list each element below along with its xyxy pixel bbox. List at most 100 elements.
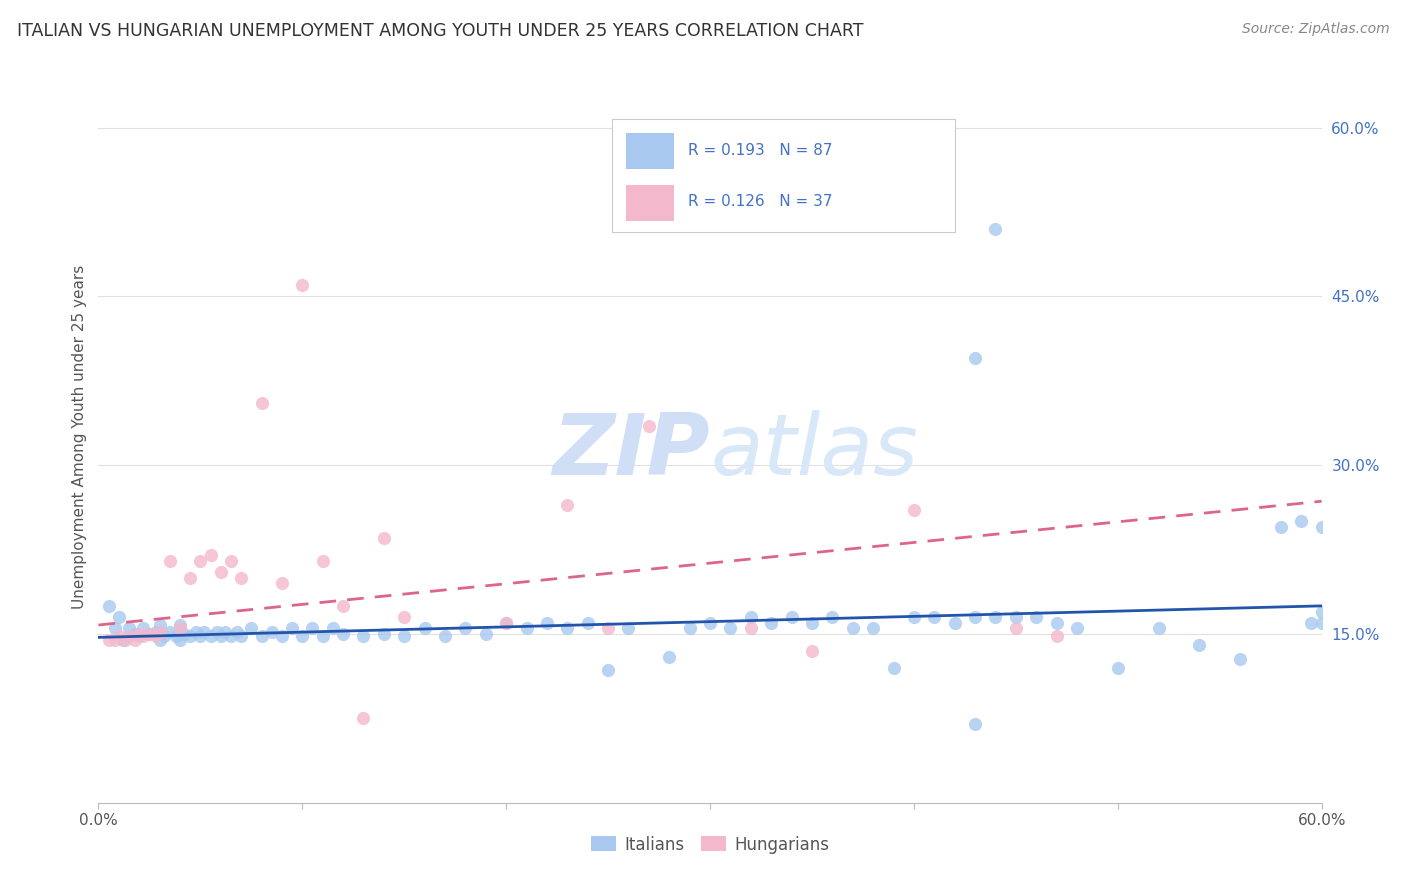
Point bbox=[780, 610, 803, 624]
Point bbox=[454, 621, 477, 635]
Point bbox=[260, 624, 283, 639]
Point bbox=[169, 618, 191, 632]
Point bbox=[801, 644, 824, 658]
Point bbox=[637, 418, 661, 433]
Point bbox=[1004, 610, 1026, 624]
Point bbox=[118, 621, 141, 635]
Point bbox=[169, 621, 191, 635]
Point bbox=[138, 627, 160, 641]
Point bbox=[312, 554, 335, 568]
Point bbox=[149, 624, 172, 639]
Point bbox=[1066, 621, 1088, 635]
Point bbox=[392, 629, 416, 643]
Point bbox=[209, 565, 232, 579]
Point bbox=[231, 571, 253, 585]
Point bbox=[149, 632, 172, 647]
Point bbox=[617, 621, 640, 635]
Point bbox=[536, 615, 558, 630]
Point bbox=[984, 222, 1007, 236]
Point bbox=[219, 629, 242, 643]
Point bbox=[965, 717, 987, 731]
Point bbox=[124, 632, 146, 647]
Point bbox=[555, 621, 579, 635]
Point bbox=[169, 632, 191, 647]
Point bbox=[179, 629, 201, 643]
Point bbox=[149, 618, 172, 632]
Point bbox=[114, 632, 136, 647]
Point bbox=[373, 532, 395, 546]
Point bbox=[1310, 605, 1333, 619]
Point bbox=[373, 627, 395, 641]
Point bbox=[179, 571, 201, 585]
Point bbox=[104, 632, 127, 647]
Point bbox=[124, 627, 146, 641]
Point bbox=[1025, 610, 1047, 624]
Point bbox=[205, 624, 228, 639]
Point bbox=[291, 278, 314, 293]
Point bbox=[231, 629, 253, 643]
Point bbox=[108, 629, 131, 643]
Point bbox=[138, 627, 160, 641]
Point bbox=[718, 621, 742, 635]
Point bbox=[903, 503, 925, 517]
Point bbox=[883, 661, 905, 675]
Point bbox=[1301, 615, 1323, 630]
Point bbox=[984, 610, 1007, 624]
Point bbox=[108, 610, 131, 624]
Point bbox=[1310, 520, 1333, 534]
Point bbox=[128, 629, 150, 643]
Y-axis label: Unemployment Among Youth under 25 years: Unemployment Among Youth under 25 years bbox=[72, 265, 87, 609]
Point bbox=[270, 629, 294, 643]
Point bbox=[200, 629, 222, 643]
Point bbox=[862, 621, 884, 635]
Point bbox=[1004, 621, 1026, 635]
Point bbox=[740, 621, 762, 635]
Point bbox=[495, 615, 517, 630]
Point bbox=[219, 554, 242, 568]
Point bbox=[434, 629, 457, 643]
Point bbox=[159, 624, 181, 639]
Point bbox=[104, 621, 127, 635]
Point bbox=[598, 663, 620, 677]
Point bbox=[598, 621, 620, 635]
Point bbox=[658, 649, 681, 664]
Text: ZIP: ZIP bbox=[553, 410, 710, 493]
Point bbox=[1229, 652, 1251, 666]
Legend: Italians, Hungarians: Italians, Hungarians bbox=[583, 829, 837, 860]
Point bbox=[132, 629, 155, 643]
Point bbox=[1188, 638, 1211, 652]
Point bbox=[193, 624, 215, 639]
Text: atlas: atlas bbox=[710, 410, 918, 493]
Point bbox=[1045, 629, 1069, 643]
Text: Source: ZipAtlas.com: Source: ZipAtlas.com bbox=[1241, 22, 1389, 37]
Point bbox=[97, 599, 120, 613]
Point bbox=[922, 610, 945, 624]
Point bbox=[903, 610, 925, 624]
Point bbox=[821, 610, 844, 624]
Point bbox=[474, 627, 498, 641]
Point bbox=[392, 610, 416, 624]
Point bbox=[301, 621, 323, 635]
Point bbox=[699, 615, 721, 630]
Point bbox=[965, 351, 987, 366]
Point bbox=[679, 621, 702, 635]
Point bbox=[352, 629, 374, 643]
Point bbox=[188, 554, 212, 568]
Point bbox=[1270, 520, 1292, 534]
Point bbox=[214, 624, 236, 639]
Point bbox=[250, 629, 273, 643]
Point bbox=[352, 711, 374, 725]
Point bbox=[209, 629, 232, 643]
Point bbox=[1310, 615, 1333, 630]
Point bbox=[761, 615, 783, 630]
Point bbox=[118, 629, 141, 643]
Point bbox=[270, 576, 294, 591]
Point bbox=[576, 615, 599, 630]
Text: ITALIAN VS HUNGARIAN UNEMPLOYMENT AMONG YOUTH UNDER 25 YEARS CORRELATION CHART: ITALIAN VS HUNGARIAN UNEMPLOYMENT AMONG … bbox=[17, 22, 863, 40]
Point bbox=[165, 629, 187, 643]
Point bbox=[1107, 661, 1129, 675]
Point bbox=[965, 610, 987, 624]
Point bbox=[250, 396, 273, 410]
Point bbox=[1147, 621, 1170, 635]
Point bbox=[1045, 615, 1069, 630]
